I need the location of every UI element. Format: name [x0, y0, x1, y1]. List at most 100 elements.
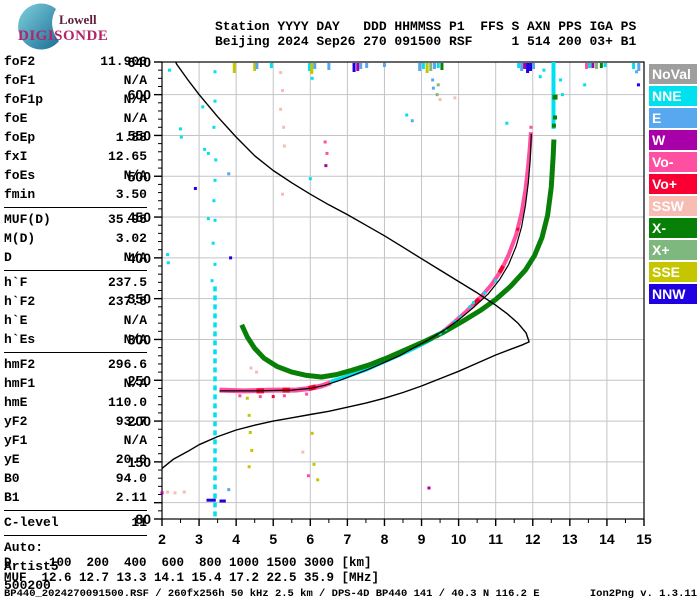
top-edge-mark [591, 63, 595, 68]
param-row: hmF2 296.6 [4, 355, 147, 374]
param-label: hmF2 [4, 357, 36, 372]
x-tick-label: 5 [269, 531, 277, 547]
logo-crescent-icon [18, 3, 59, 50]
legend-item-x: X+ [649, 240, 697, 260]
top-edge-mark [523, 63, 527, 69]
param-row: B0 94.0 [4, 469, 147, 488]
param-row: C-level 11 [4, 513, 147, 532]
echo-dot [182, 490, 186, 494]
param-row: foEp 1.88 [4, 128, 147, 147]
param-value: 11.900 [100, 54, 147, 69]
param-row: Artist5 [4, 557, 147, 576]
echo-dot [323, 140, 327, 144]
param-row: foE N/A [4, 109, 147, 128]
echo-dot [247, 465, 251, 469]
param-label: foEp [4, 130, 36, 145]
echo-dot [227, 172, 231, 176]
param-label: foEs [4, 168, 36, 183]
echo-dot [552, 94, 558, 100]
echo-dot [193, 186, 197, 190]
x-tick-label: 14 [599, 531, 615, 547]
legend-item-nne: NNE [649, 86, 697, 106]
param-row: hmE 110.0 [4, 393, 147, 412]
echo-dot [206, 217, 210, 221]
top-edge-mark [313, 63, 317, 69]
param-row: foF1p N/A [4, 90, 147, 109]
param-label: h`E [4, 313, 28, 328]
x-tick-label: 3 [195, 531, 203, 547]
param-row: h`F 237.5 [4, 273, 147, 292]
distance-row: D 100 200 400 600 800 1000 1500 3000 [km… [4, 556, 372, 570]
logo-text-digisonde: DIGISONDE [18, 28, 109, 44]
echo-dot [166, 490, 170, 494]
param-value: N/A [123, 332, 147, 347]
y-tick-label: 250 [128, 372, 152, 388]
echo-dot [559, 78, 563, 82]
echo-dot [583, 83, 587, 87]
echo-dot [282, 125, 286, 129]
header-line1: Station YYYY DAY DDD HHMMSS P1 FFS S AXN… [215, 19, 637, 34]
param-row: Auto: [4, 538, 147, 557]
x-tick-label: 4 [232, 531, 240, 547]
param-label: Artist5 [4, 559, 59, 574]
top-edge-mark [382, 63, 386, 67]
y-tick-label: 300 [128, 331, 152, 347]
y-tick-label: 400 [128, 250, 152, 266]
param-label: 500200 [4, 578, 51, 593]
param-row: h`Es N/A [4, 330, 147, 349]
echo-dot [160, 491, 164, 495]
echo-dot [227, 488, 231, 492]
echo-dot [542, 68, 546, 72]
param-label: hmF1 [4, 376, 36, 391]
param-label: B0 [4, 471, 20, 486]
y-tick-label: 80 [135, 511, 151, 527]
y-tick-label: 150 [128, 454, 152, 470]
y-tick-label: 450 [128, 209, 152, 225]
top-edge-mark [310, 63, 314, 74]
echo-dot [458, 315, 462, 319]
param-value: 11 [131, 515, 147, 530]
trace-o-trace-steep [435, 132, 533, 339]
top-edge-mark [433, 63, 437, 69]
echo-dot [410, 119, 414, 123]
header-block: Station YYYY DAY DDD HHMMSS P1 FFS S AXN… [215, 19, 636, 49]
top-edge-mark [632, 63, 636, 69]
param-row: fmin 3.50 [4, 185, 147, 204]
top-edge-mark [418, 63, 422, 71]
echo-dot [560, 93, 564, 97]
param-value: N/A [123, 250, 147, 265]
param-row: h`F2 237.5 [4, 292, 147, 311]
legend-item-ssw: SSW [649, 196, 697, 216]
echo-dot [551, 123, 556, 128]
echo-dot [255, 370, 259, 374]
echo-dot [538, 75, 542, 79]
param-label: h`Es [4, 332, 36, 347]
y-tick-label: 640 [128, 54, 152, 70]
echo-dot [279, 71, 283, 75]
param-label: h`F [4, 275, 28, 290]
x-tick-label: 6 [306, 531, 314, 547]
echo-dot [213, 218, 217, 222]
echo-dot [214, 158, 218, 162]
echo-dot [325, 151, 329, 155]
param-value: 93.7 [115, 414, 147, 429]
param-label: MUF(D) [4, 212, 51, 227]
param-label: fmin [4, 187, 36, 202]
top-edge-mark [356, 63, 360, 71]
param-row: M(D) 3.02 [4, 229, 147, 248]
x-tick-label: 7 [343, 531, 351, 547]
param-label: yE [4, 452, 20, 467]
x-tick-label: 15 [636, 531, 652, 547]
top-edge-mark [599, 63, 603, 68]
param-row: yF2 93.7 [4, 412, 147, 431]
y-tick-label: 550 [128, 127, 152, 143]
logo-text-lowell: Lowell [59, 12, 97, 27]
param-value: 296.6 [107, 357, 147, 372]
legend-item-noval: NoVal [649, 64, 697, 84]
param-label: foE [4, 111, 28, 126]
param-row: B1 2.11 [4, 488, 147, 507]
echo-dot [468, 305, 472, 309]
plot-border [161, 61, 645, 520]
echo-dot [279, 107, 283, 111]
